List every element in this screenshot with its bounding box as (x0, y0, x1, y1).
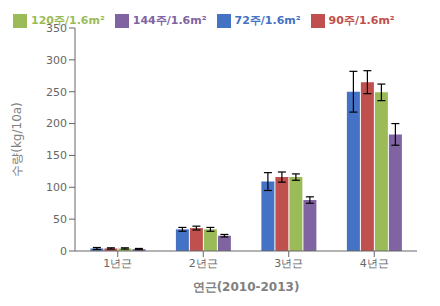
svg-text:350: 350 (46, 22, 67, 35)
svg-text:수량(kg/10a): 수량(kg/10a) (10, 102, 24, 177)
svg-text:200: 200 (46, 117, 67, 130)
svg-text:4년근: 4년근 (360, 257, 389, 270)
svg-text:250: 250 (46, 86, 67, 99)
svg-text:2년근: 2년근 (189, 257, 218, 270)
svg-text:연근(2010-2013): 연근(2010-2013) (193, 280, 300, 294)
svg-text:1년근: 1년근 (103, 257, 132, 270)
svg-text:100: 100 (46, 181, 67, 194)
svg-text:300: 300 (46, 54, 67, 67)
svg-text:0: 0 (60, 245, 67, 258)
svg-text:3년근: 3년근 (274, 257, 303, 270)
svg-text:50: 50 (53, 213, 67, 226)
svg-text:150: 150 (46, 149, 67, 162)
